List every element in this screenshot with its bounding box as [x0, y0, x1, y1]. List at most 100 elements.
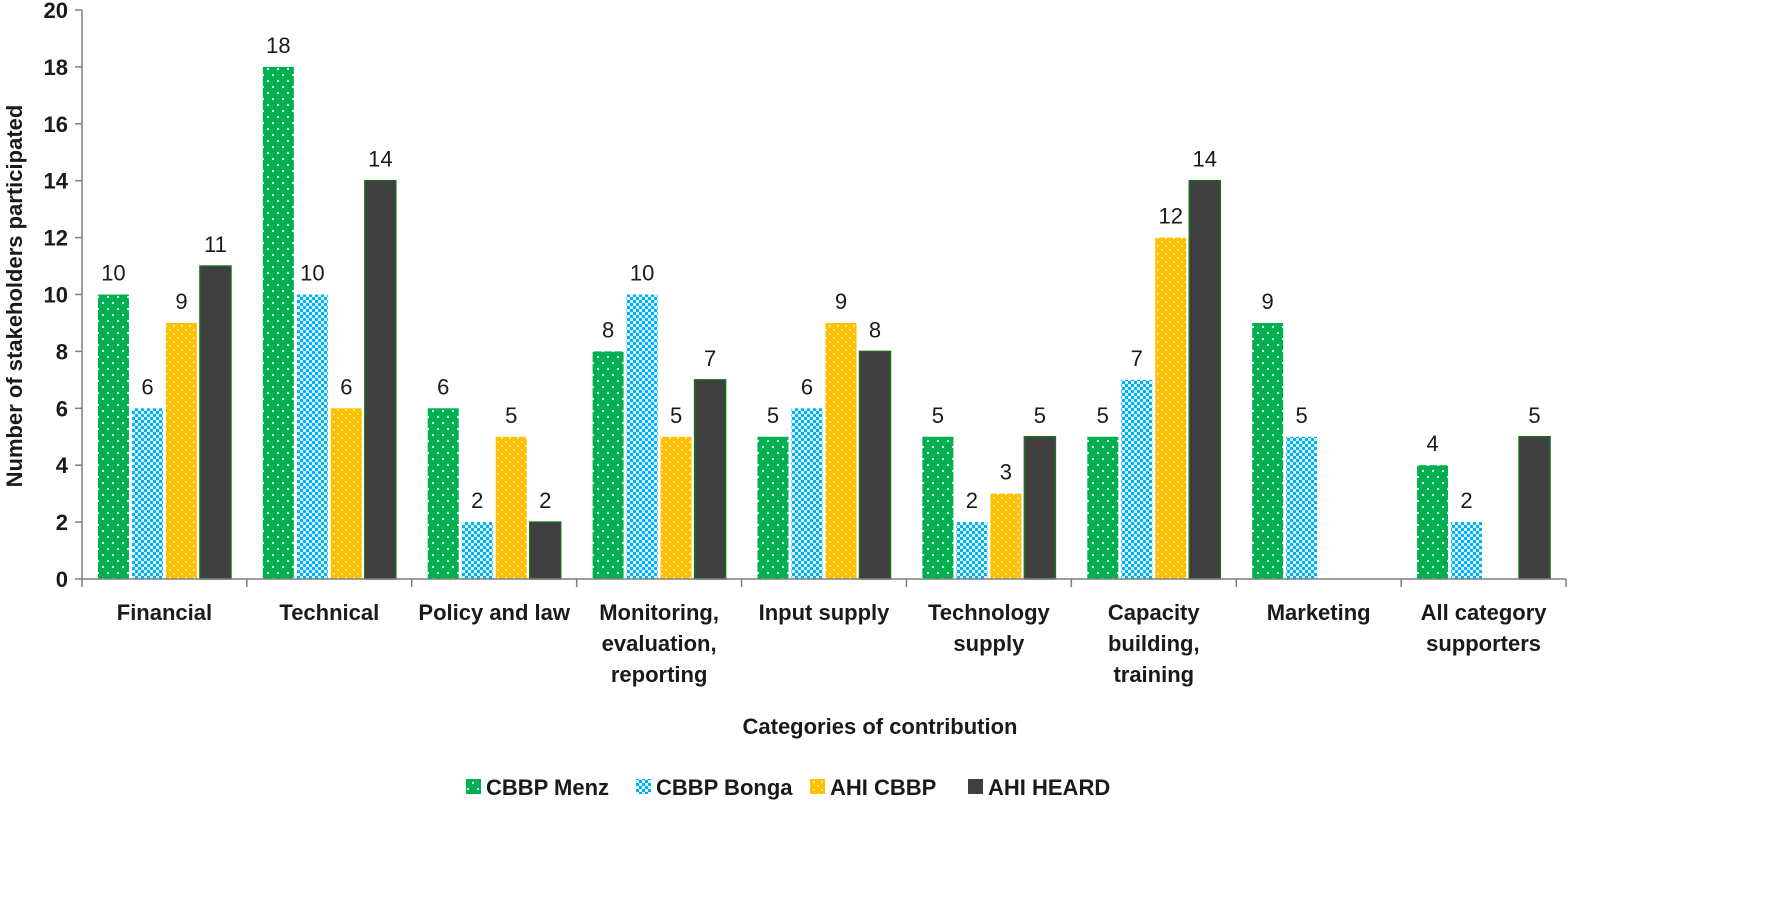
- y-axis: 0 2 4 6 8 10 12 14 16 18 20: [44, 0, 83, 592]
- data-label: 10: [630, 261, 654, 286]
- bar-ahi-heard: [693, 379, 727, 580]
- data-label: 2: [539, 488, 551, 513]
- data-label: 9: [175, 289, 187, 314]
- bar-cbbp-menz: [262, 66, 294, 579]
- x-tick-label: Technical: [279, 600, 379, 625]
- data-label: 5: [505, 403, 517, 428]
- x-axis: Financial Technical Policy and law Monitori…: [81, 578, 1567, 687]
- data-label: 7: [704, 346, 716, 371]
- y-tick-label: 14: [44, 169, 69, 194]
- legend-swatch: [636, 779, 651, 794]
- x-tick-label: Capacity building, training: [1108, 600, 1200, 687]
- data-label: 9: [1262, 289, 1274, 314]
- data-label: 5: [1296, 403, 1308, 428]
- bar-ahi-heard: [1518, 436, 1551, 580]
- y-tick-label: 2: [56, 510, 68, 535]
- data-label: 12: [1159, 204, 1183, 229]
- bar-cbbp-bonga: [131, 408, 163, 579]
- bar-ahi-heard: [1188, 179, 1222, 580]
- x-axis-title: Categories of contribution: [743, 714, 1018, 739]
- legend-swatch: [810, 779, 825, 794]
- bar-ahi-heard: [528, 521, 562, 580]
- x-tick-label: All category supporters: [1421, 600, 1548, 656]
- bar-ahi-cbbp: [660, 436, 692, 579]
- data-label: 18: [266, 33, 290, 58]
- bar-ahi-heard: [199, 265, 232, 580]
- bar-ahi-cbbp: [330, 408, 362, 579]
- data-label: 4: [1426, 431, 1438, 456]
- x-tick-label: Policy and law: [418, 600, 570, 625]
- legend-label: AHI CBBP: [830, 775, 936, 800]
- y-tick-label: 8: [56, 339, 68, 364]
- data-label: 5: [670, 403, 682, 428]
- bar-cbbp-menz: [592, 351, 624, 579]
- y-tick-label: 20: [44, 0, 68, 23]
- data-label: 6: [801, 374, 813, 399]
- data-label: 6: [141, 374, 153, 399]
- bar-ahi-heard: [858, 350, 892, 580]
- x-tick-label: Input supply: [759, 600, 891, 625]
- bar-ahi-heard: [364, 179, 397, 580]
- legend-label: CBBP Menz: [486, 775, 609, 800]
- y-tick-label: 0: [56, 567, 68, 592]
- data-label: 8: [602, 317, 614, 342]
- data-label: 14: [1193, 147, 1217, 172]
- x-tick-label: Technology supply: [928, 600, 1051, 656]
- data-label: 5: [1034, 403, 1046, 428]
- bar-ahi-cbbp: [825, 322, 857, 579]
- data-label: 2: [966, 488, 978, 513]
- legend: CBBP Menz CBBP Bonga AHI CBBP AHI HEARD: [466, 775, 1110, 800]
- data-label: 5: [1097, 403, 1109, 428]
- bar-cbbp-menz: [1417, 465, 1449, 579]
- x-tick-label: Financial: [117, 600, 212, 625]
- bar-cbbp-bonga: [791, 408, 823, 579]
- y-tick-label: 6: [56, 396, 68, 421]
- x-tick-label: Monitoring, evaluation, reporting: [599, 600, 719, 687]
- bar-cbbp-menz: [97, 294, 129, 579]
- data-label: 5: [1528, 403, 1540, 428]
- data-label: 5: [932, 403, 944, 428]
- data-label: 2: [471, 488, 483, 513]
- data-label: 2: [1460, 488, 1472, 513]
- data-label: 3: [1000, 460, 1012, 485]
- bar-cbbp-menz: [757, 436, 789, 579]
- bar-cbbp-bonga: [296, 294, 328, 579]
- data-label: 11: [204, 232, 227, 257]
- bar-ahi-cbbp: [495, 436, 527, 579]
- data-label: 9: [835, 289, 847, 314]
- bar-cbbp-menz: [427, 408, 459, 579]
- data-label: 10: [101, 261, 125, 286]
- legend-label: CBBP Bonga: [656, 775, 793, 800]
- legend-swatch: [466, 779, 481, 794]
- data-label: 8: [869, 317, 881, 342]
- bar-cbbp-menz: [922, 436, 954, 579]
- data-label: 14: [368, 147, 392, 172]
- bar-ahi-cbbp: [165, 322, 197, 579]
- bar-ahi-cbbp: [1155, 237, 1187, 579]
- y-tick-label: 12: [44, 226, 68, 251]
- bar-cbbp-menz: [1087, 436, 1119, 579]
- legend-swatch: [968, 779, 983, 794]
- y-tick-label: 4: [56, 453, 69, 478]
- bar-cbbp-bonga: [626, 294, 658, 579]
- bar-cbbp-bonga: [1451, 522, 1483, 579]
- data-label: 7: [1131, 346, 1143, 371]
- legend-label: AHI HEARD: [988, 775, 1110, 800]
- bar-cbbp-bonga: [461, 522, 493, 579]
- y-tick-label: 16: [44, 112, 68, 137]
- y-tick-label: 10: [44, 283, 68, 308]
- data-label: 10: [300, 261, 324, 286]
- bar-cbbp-bonga: [1121, 379, 1153, 579]
- bar-cbbp-bonga: [1286, 436, 1318, 579]
- bar-cbbp-bonga: [956, 522, 988, 579]
- bar-ahi-heard: [1023, 436, 1057, 580]
- bar-ahi-cbbp: [990, 493, 1022, 579]
- y-tick-label: 18: [44, 55, 68, 80]
- data-label: 6: [340, 374, 352, 399]
- x-tick-label: Marketing: [1267, 600, 1371, 625]
- data-label: 6: [437, 374, 449, 399]
- bars: [97, 66, 1551, 580]
- data-label: 5: [767, 403, 779, 428]
- y-axis-title: Number of stakeholders participated: [2, 105, 27, 488]
